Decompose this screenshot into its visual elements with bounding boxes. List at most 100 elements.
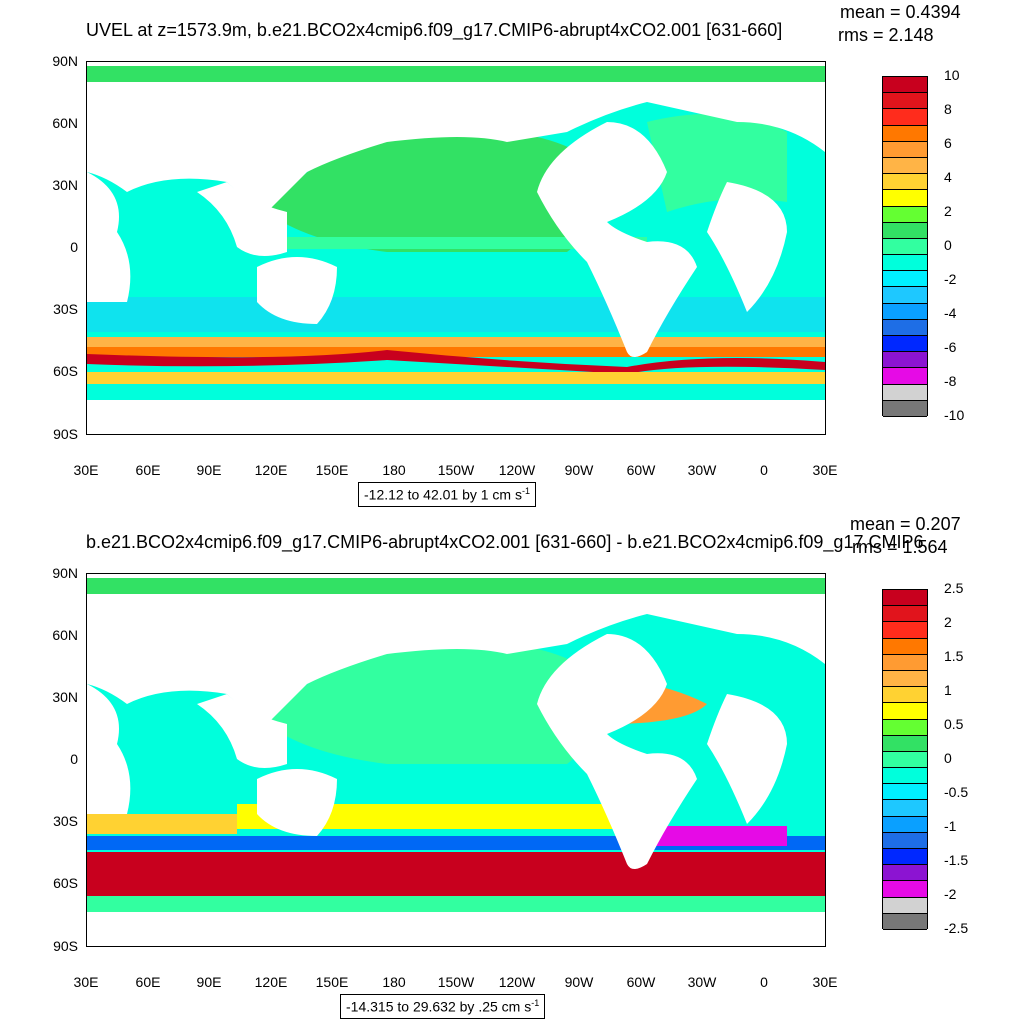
colorbar-cell: [883, 816, 927, 833]
colorbar-label: 0: [944, 237, 952, 253]
colorbar-cell: [883, 319, 927, 336]
colorbar-label: 6: [944, 135, 952, 151]
colorbar-cell: [883, 687, 927, 704]
top-colorbar: [882, 76, 928, 417]
colorbar-cell: [883, 287, 927, 304]
bottom-lon-label: 180: [382, 974, 406, 990]
top-lon-label: 120W: [498, 462, 536, 478]
colorbar-label: 2: [944, 203, 952, 219]
colorbar-label: -2: [944, 886, 957, 902]
colorbar-cell: [883, 784, 927, 801]
colorbar-cell: [883, 303, 927, 320]
bottom-lon-label: 90W: [564, 974, 594, 990]
colorbar-cell: [883, 336, 927, 353]
colorbar-cell: [883, 719, 927, 736]
bottom-lon-label: 60W: [626, 974, 656, 990]
colorbar-label: 2.5: [944, 580, 964, 596]
top-lon-label: 30E: [812, 462, 838, 478]
top-lon-label: 150W: [437, 462, 475, 478]
colorbar-label: 1: [944, 682, 952, 698]
colorbar-cell: [883, 238, 927, 256]
bottom-lat-label: 0: [70, 751, 78, 767]
colorbar-cell: [883, 271, 927, 288]
colorbar-cell: [883, 368, 927, 385]
colorbar-label: -2: [944, 271, 957, 287]
colorbar-cell: [883, 125, 927, 142]
colorbar-cell: [883, 157, 927, 175]
colorbar-cell: [883, 222, 927, 239]
top-panel-title: UVEL at z=1573.9m, b.e21.BCO2x4cmip6.f09…: [86, 20, 783, 40]
top-panel: UVEL at z=1573.9m, b.e21.BCO2x4cmip6.f09…: [52, 3, 964, 507]
top-lon-label: 150E: [315, 462, 349, 478]
colorbar-cell: [883, 751, 927, 769]
colorbar-cell: [883, 735, 927, 752]
colorbar-cell: [883, 638, 927, 655]
top-range-sup: -1: [521, 486, 530, 496]
top-lon-label: 90E: [196, 462, 222, 478]
colorbar-cell: [883, 897, 927, 914]
colorbar-label: -4: [944, 305, 957, 321]
colorbar-label: -1: [944, 818, 957, 834]
colorbar-label: 4: [944, 169, 952, 185]
bottom-lon-label: 120W: [498, 974, 536, 990]
colorbar-cell: [883, 255, 927, 272]
colorbar-cell: [883, 768, 927, 785]
colorbar-label: -8: [944, 373, 957, 389]
bottom-lon-label: 90E: [196, 974, 222, 990]
colorbar-cell: [883, 865, 927, 882]
colorbar-cell: [883, 849, 927, 866]
colorbar-cell: [883, 832, 927, 849]
bottom-colorbar: [882, 589, 928, 930]
colorbar-cell: [883, 93, 927, 110]
colorbar-label: 1.5: [944, 648, 964, 664]
top-range-text: -12.12 to 42.01 by 1 cm s: [364, 486, 522, 503]
colorbar-label: -1.5: [944, 852, 969, 868]
colorbar-cell: [883, 654, 927, 671]
bottom-lon-label: 60E: [135, 974, 161, 990]
colorbar-cell: [883, 622, 927, 639]
top-lon-label: 90W: [564, 462, 594, 478]
top-lat-label: 0: [70, 239, 78, 255]
bottom-lon-label: 150E: [315, 974, 349, 990]
bottom-range-label: -14.315 to 29.632 by .25 cm s-1: [340, 994, 546, 1019]
colorbar-cell: [883, 174, 927, 191]
bottom-lat-label: 30N: [52, 689, 78, 705]
colorbar-cell: [883, 206, 927, 223]
colorbar-label: 2: [944, 614, 952, 630]
colorbar-cell: [883, 109, 927, 126]
top-map: [86, 61, 826, 435]
bottom-lon-label: 30E: [73, 974, 99, 990]
bottom-lat-label: 30S: [53, 813, 78, 829]
bottom-lat-label: 90S: [53, 938, 78, 954]
bottom-lon-label: 30E: [812, 974, 838, 990]
colorbar-label: 8: [944, 101, 952, 117]
colorbar-label: 0: [944, 750, 952, 766]
colorbar-label: -6: [944, 339, 957, 355]
colorbar-cell: [883, 881, 927, 898]
top-rms-text: rms = 2.148: [838, 25, 934, 45]
top-lat-label: 60N: [52, 115, 78, 131]
top-lon-label: 180: [382, 462, 406, 478]
colorbar-cell: [883, 352, 927, 369]
colorbar-label: -0.5: [944, 784, 969, 800]
colorbar-cell: [883, 190, 927, 207]
bottom-mean-text: mean = 0.207: [850, 514, 961, 534]
top-lon-label: 0: [760, 462, 768, 478]
top-lon-label: 60W: [626, 462, 656, 478]
top-lat-label: 60S: [53, 363, 78, 379]
bottom-range-sup: -1: [531, 998, 540, 1008]
colorbar-label: 0.5: [944, 716, 964, 732]
colorbar-cell: [883, 703, 927, 720]
colorbar-cell: [883, 141, 927, 158]
top-lat-label: 30N: [52, 177, 78, 193]
bottom-lon-label: 150W: [437, 974, 475, 990]
colorbar-cell: [883, 400, 927, 417]
bottom-map: [86, 573, 826, 947]
bottom-lon-label: 30W: [687, 974, 717, 990]
bottom-range-text: -14.315 to 29.632 by .25 cm s: [346, 998, 532, 1015]
colorbar-cell: [883, 384, 927, 401]
bottom-lon-label: 120E: [254, 974, 288, 990]
bottom-lat-label: 60N: [52, 627, 78, 643]
colorbar-cell: [883, 800, 927, 817]
bottom-map-field: [87, 578, 825, 946]
